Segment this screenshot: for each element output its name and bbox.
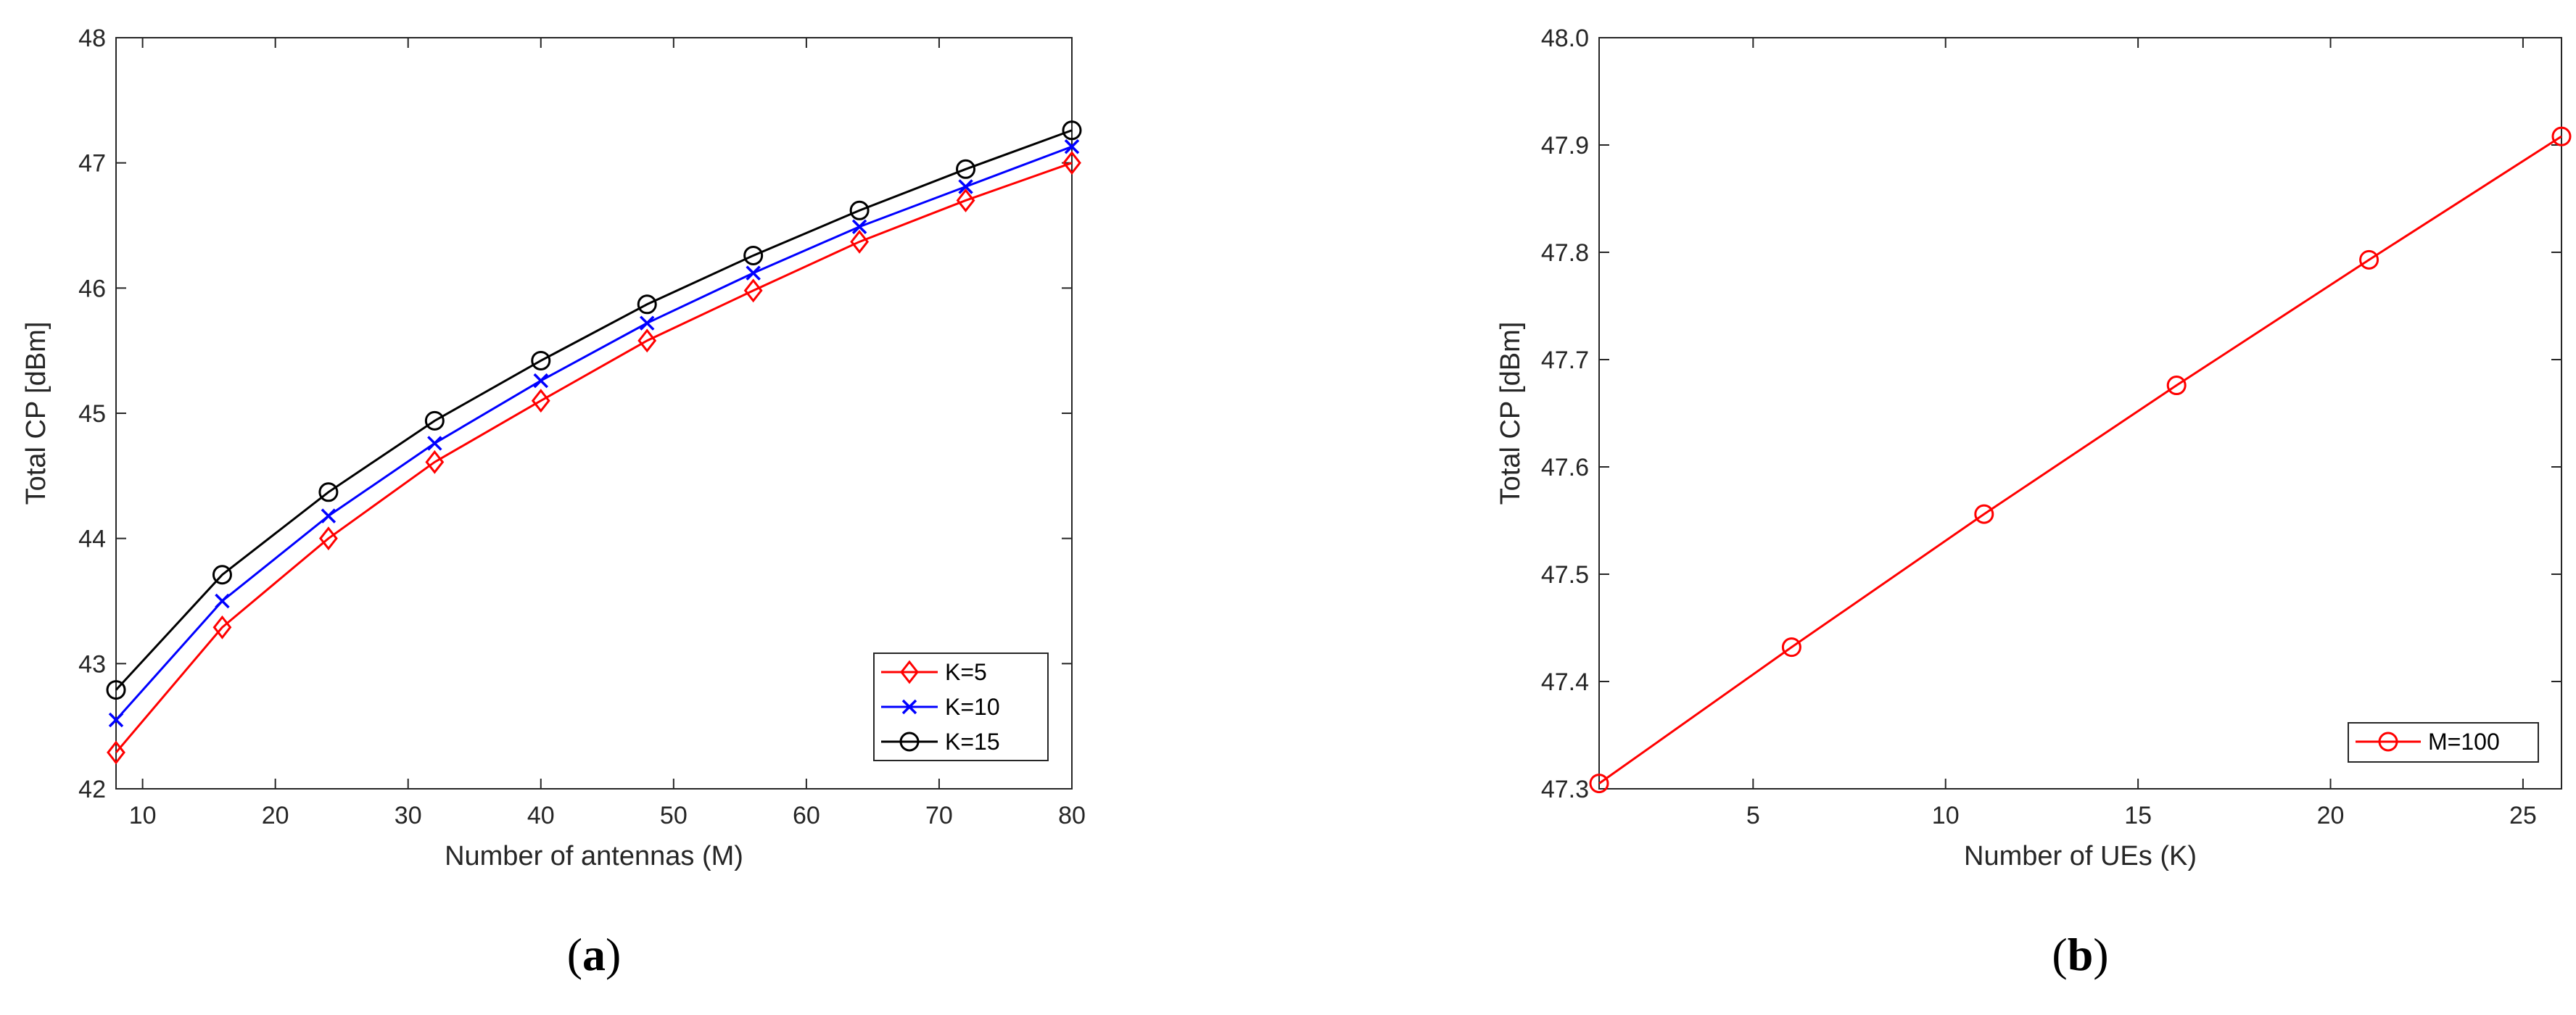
data-point <box>956 159 976 179</box>
panel-label-letter: b <box>2068 929 2094 980</box>
data-point <box>106 680 126 700</box>
x-tick-label: 15 <box>2124 802 2152 829</box>
y-tick-label: 45 <box>78 400 106 428</box>
panel-label: (a) <box>567 929 622 980</box>
data-point <box>849 200 870 220</box>
legend-label: K=10 <box>945 694 1000 720</box>
data-point <box>2359 249 2379 270</box>
x-tick-label: 10 <box>1932 802 1960 829</box>
x-tick-label: 60 <box>793 802 820 829</box>
y-tick-label: 47.5 <box>1541 561 1589 589</box>
y-tick-label: 47.7 <box>1541 347 1589 374</box>
y-tick-label: 43 <box>78 650 106 678</box>
data-point <box>850 230 870 254</box>
panel-label-close: ) <box>606 929 621 980</box>
plot-area <box>1598 37 2562 790</box>
y-axis-label: Total CP [dBm] <box>1495 322 1526 505</box>
legend-marker <box>901 699 917 715</box>
data-point <box>743 245 764 265</box>
x-tick-label: 20 <box>262 802 289 829</box>
x-tick-label: 20 <box>2317 802 2345 829</box>
data-point <box>212 615 232 639</box>
data-point <box>321 508 337 523</box>
x-tick-label: 70 <box>925 802 953 829</box>
y-tick-label: 42 <box>78 776 106 803</box>
panel-label-letter: a <box>582 929 606 980</box>
data-point <box>958 179 973 194</box>
chart-panel-a: 10 20 30 40 50 60 70 80 42 43 44 45 46 47 48 Number of … <box>21 25 1086 980</box>
y-tick-label: 48 <box>78 25 106 52</box>
legend-marker <box>2378 732 2398 752</box>
data-point <box>107 740 125 765</box>
legend: M=100 <box>2348 722 2539 763</box>
data-point <box>746 265 761 281</box>
legend-marker <box>900 660 919 684</box>
data-point <box>531 389 550 413</box>
y-axis-label: Total CP [dBm] <box>21 322 51 505</box>
x-tick-label: 25 <box>2509 802 2537 829</box>
y-tick-label: 47.8 <box>1541 239 1589 267</box>
data-point <box>639 315 655 331</box>
x-axis-label: Number of UEs (K) <box>1964 841 2197 871</box>
y-tick-label: 47.6 <box>1541 454 1589 481</box>
data-point <box>851 219 867 234</box>
data-point <box>1974 504 1994 524</box>
data-point <box>1781 637 1801 658</box>
data-point <box>531 350 551 370</box>
data-point <box>533 373 549 389</box>
data-point <box>2166 376 2187 396</box>
data-point <box>956 188 975 212</box>
y-tick-label: 47.3 <box>1541 776 1589 803</box>
legend: K=5 K=10 K=15 <box>873 652 1049 761</box>
series-line <box>115 145 1073 721</box>
data-point <box>424 410 445 431</box>
y-tick-label: 44 <box>78 526 106 553</box>
legend-marker <box>899 732 920 752</box>
data-point <box>1062 120 1082 141</box>
series-K=5 <box>107 151 1081 765</box>
x-tick-label: 30 <box>395 802 422 829</box>
panel-label-open: ( <box>567 929 582 980</box>
data-point <box>427 436 442 451</box>
series-K=10 <box>108 138 1080 728</box>
data-point <box>1062 151 1081 175</box>
x-tick-label: 40 <box>527 802 555 829</box>
x-tick-label: 5 <box>1746 802 1760 829</box>
y-tick-label: 47 <box>78 150 106 178</box>
x-tick-label: 50 <box>660 802 688 829</box>
panel-label: (b) <box>2052 929 2108 980</box>
data-point <box>743 278 763 303</box>
data-point <box>425 450 445 474</box>
y-tick-label: 47.9 <box>1541 132 1589 160</box>
series-K=15 <box>106 120 1082 700</box>
data-point <box>212 565 232 585</box>
series-line <box>1598 135 2562 784</box>
data-point <box>637 294 657 315</box>
x-tick-label: 10 <box>129 802 157 829</box>
y-tick-label: 48.0 <box>1541 25 1589 52</box>
panel-label-open: ( <box>2052 929 2067 980</box>
legend-label: K=15 <box>945 729 1000 755</box>
series-M=100 <box>1589 126 2572 794</box>
data-point <box>637 328 657 353</box>
chart-panel-b: 5 10 15 20 25 47.3 47.4 47.5 47.6 47.7 47.8 47.9 48.… <box>1495 25 2572 980</box>
legend-label: K=5 <box>945 659 987 685</box>
data-point <box>108 712 124 728</box>
data-point <box>2551 126 2572 146</box>
data-point <box>318 482 339 502</box>
data-point <box>318 526 338 551</box>
y-tick-label: 47.4 <box>1541 668 1589 696</box>
series-line <box>115 129 1073 691</box>
data-point <box>1589 774 1609 794</box>
x-tick-label: 80 <box>1058 802 1086 829</box>
x-axis-label: Number of antennas (M) <box>445 841 743 871</box>
series-line <box>115 162 1073 753</box>
data-point <box>1064 138 1080 154</box>
data-point <box>215 593 230 609</box>
legend-label: M=100 <box>2428 729 2500 755</box>
panel-label-close: ) <box>2093 929 2108 980</box>
y-tick-label: 46 <box>78 275 106 302</box>
